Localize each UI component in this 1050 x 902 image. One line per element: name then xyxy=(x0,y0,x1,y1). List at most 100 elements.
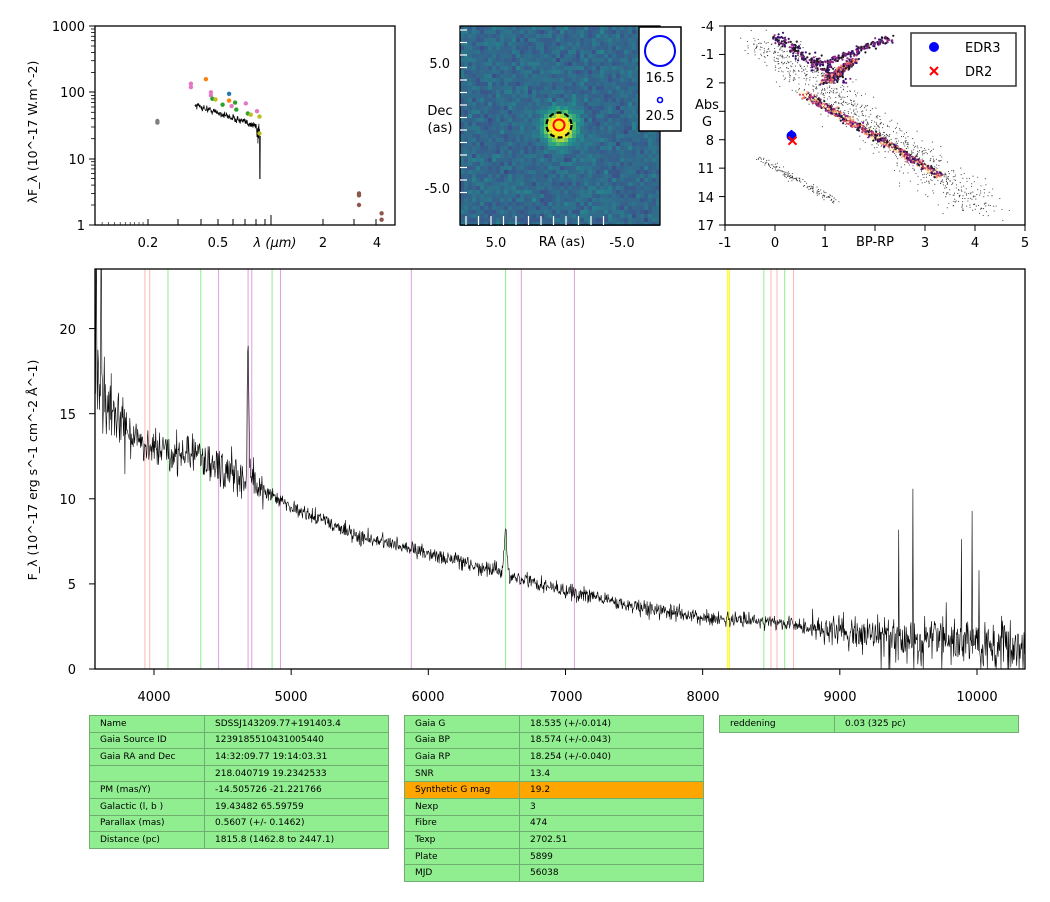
hrd-star xyxy=(841,84,843,86)
image-pixel xyxy=(504,178,508,182)
image-pixel xyxy=(460,70,464,74)
image-pixel xyxy=(544,90,548,94)
image-pixel xyxy=(632,166,636,170)
image-pixel xyxy=(500,190,504,194)
hrd-star xyxy=(961,204,963,206)
hrd-star xyxy=(857,103,859,105)
image-pixel xyxy=(640,206,644,210)
image-pixel xyxy=(572,218,576,222)
image-pixel xyxy=(572,182,576,186)
image-pixel xyxy=(524,130,528,134)
image-pixel xyxy=(480,146,484,150)
hrd-star xyxy=(779,55,781,57)
image-pixel xyxy=(520,142,524,146)
image-pixel xyxy=(584,66,588,70)
image-pixel xyxy=(576,202,580,206)
image-pixel xyxy=(472,110,476,114)
image-pixel xyxy=(476,86,480,90)
hrd-star xyxy=(870,127,873,130)
image-pixel xyxy=(536,50,540,54)
hrd-star xyxy=(794,47,797,50)
hrd-star xyxy=(805,79,807,81)
image-pixel xyxy=(544,74,548,78)
image-pixel xyxy=(616,138,620,142)
hrd-star xyxy=(781,31,785,34)
image-pixel xyxy=(556,162,560,166)
image-pixel xyxy=(620,102,624,106)
image-pixel xyxy=(636,94,640,98)
image-pixel xyxy=(500,38,504,42)
image-pixel xyxy=(548,34,552,38)
hrd-star xyxy=(854,112,856,114)
image-pixel xyxy=(612,58,616,62)
image-pixel xyxy=(596,146,600,150)
hrd-star xyxy=(857,126,860,130)
image-pixel xyxy=(608,134,612,138)
image-pixel xyxy=(596,54,600,58)
hrd-star xyxy=(766,161,768,163)
image-pixel xyxy=(604,154,608,158)
image-pixel xyxy=(528,194,532,198)
hrd-star xyxy=(839,96,842,98)
image-pixel xyxy=(544,110,548,114)
hrd-star xyxy=(839,119,842,122)
image-pixel xyxy=(492,198,496,202)
image-pixel xyxy=(492,126,496,130)
hrd-star xyxy=(880,132,882,134)
image-pixel xyxy=(472,190,476,194)
image-pixel xyxy=(508,42,512,46)
hrd-star xyxy=(817,189,819,191)
image-pixel xyxy=(532,222,536,226)
image-pixel xyxy=(528,186,532,190)
hrd-star xyxy=(768,159,770,161)
image-pixel xyxy=(532,86,536,90)
image-pixel xyxy=(656,130,660,134)
hrd-star xyxy=(916,150,919,152)
image-pixel xyxy=(580,74,584,78)
image-pixel xyxy=(600,74,604,78)
hrd-star xyxy=(767,48,769,50)
hrd-star xyxy=(836,106,839,109)
image-pixel xyxy=(460,194,464,198)
hrd-star xyxy=(759,49,761,51)
hrd-star xyxy=(793,48,796,52)
image-pixel xyxy=(556,222,560,226)
image-pixel xyxy=(504,118,508,122)
image-pixel xyxy=(548,118,552,122)
image-pixel xyxy=(552,202,556,206)
image-pixel xyxy=(628,26,632,30)
image-pixel xyxy=(524,70,528,74)
image-pixel xyxy=(512,130,516,134)
image-pixel xyxy=(548,150,552,154)
hrd-star xyxy=(781,170,783,172)
image-pixel xyxy=(536,30,540,34)
hrd-star xyxy=(850,112,852,114)
image-pixel xyxy=(584,170,588,174)
sed-x-tick-label: 0.2 xyxy=(138,236,159,251)
hrd-star xyxy=(816,94,818,96)
hrd-star xyxy=(810,185,812,187)
image-pixel xyxy=(544,166,548,170)
image-pixel xyxy=(536,150,540,154)
image-pixel xyxy=(588,198,592,202)
hrd-star xyxy=(931,141,933,143)
image-pixel xyxy=(560,198,564,202)
image-pixel xyxy=(464,62,468,66)
image-pixel xyxy=(640,166,644,170)
hrd-star xyxy=(855,79,857,81)
hrd-star xyxy=(854,124,857,128)
hrd-star xyxy=(747,53,749,55)
hrd-star xyxy=(781,62,783,64)
image-pixel xyxy=(600,214,604,218)
image-pixel xyxy=(504,126,508,130)
image-pixel xyxy=(584,126,588,130)
image-pixel xyxy=(464,186,468,190)
hrd-star xyxy=(747,47,749,49)
image-pixel xyxy=(552,94,556,98)
image-pixel xyxy=(576,174,580,178)
image-pixel xyxy=(524,222,528,226)
image-pixel xyxy=(644,202,648,206)
image-pixel xyxy=(588,222,592,226)
image-pixel xyxy=(576,134,580,138)
image-pixel xyxy=(492,222,496,226)
